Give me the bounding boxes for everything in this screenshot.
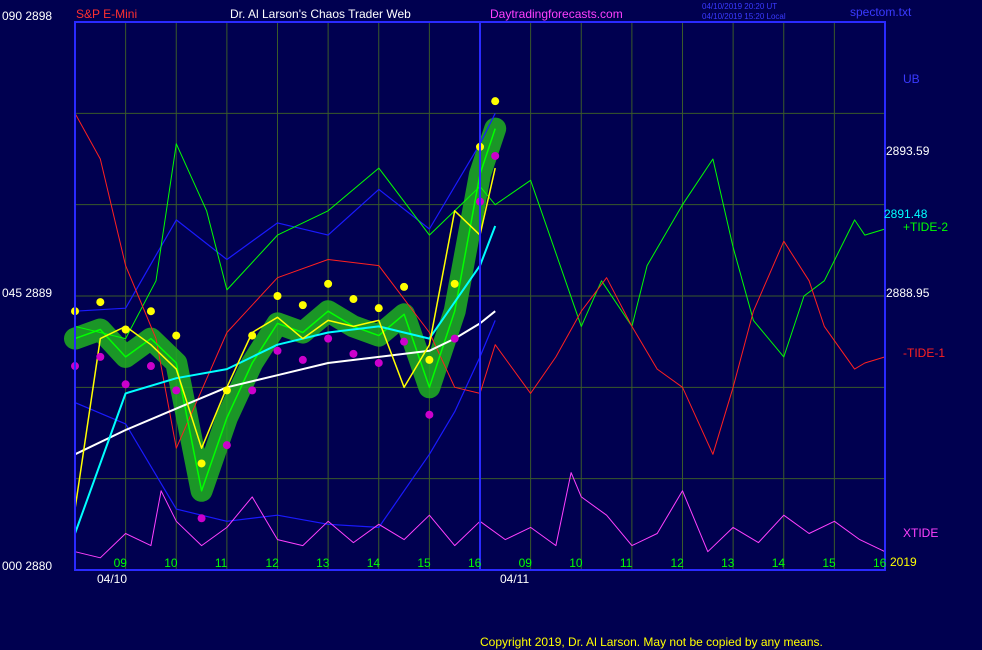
low-marker <box>400 337 409 346</box>
high-marker <box>374 304 383 313</box>
copyright: Copyright 2019, Dr. Al Larson. May not b… <box>480 635 823 649</box>
x-tick-label: 13 <box>316 556 330 570</box>
high-marker <box>324 279 333 288</box>
low-marker <box>172 386 181 395</box>
series-band-upper <box>74 113 496 312</box>
low-marker <box>273 346 282 355</box>
year-label: 2019 <box>890 555 917 569</box>
high-marker <box>425 355 434 364</box>
low-marker <box>374 358 383 367</box>
low-marker <box>349 349 358 358</box>
high-marker <box>400 282 409 291</box>
file-label: spectom.txt <box>850 5 912 19</box>
low-marker <box>121 380 130 389</box>
high-marker <box>491 97 500 106</box>
time-local: 04/10/2019 15:20 Local <box>702 12 786 21</box>
site-link[interactable]: Daytradingforecasts.com <box>490 7 623 21</box>
level-3: 2888.95 <box>886 286 930 300</box>
high-marker <box>121 325 130 334</box>
low-marker <box>450 334 459 343</box>
series-avg-mid <box>74 225 497 534</box>
low-marker <box>298 355 307 364</box>
low-marker <box>425 410 434 419</box>
series-tide-2 <box>74 143 886 358</box>
high-marker <box>197 459 206 468</box>
low-marker <box>248 386 257 395</box>
date-label-2: 04/11 <box>500 572 529 586</box>
x-tick-label: 16 <box>468 556 482 570</box>
x-tick-label: 12 <box>670 556 684 570</box>
high-marker <box>349 295 358 304</box>
low-marker <box>96 352 105 361</box>
high-marker <box>172 331 181 340</box>
x-tick-label: 16 <box>873 556 887 570</box>
x-tick-label: 12 <box>265 556 279 570</box>
high-marker <box>96 298 105 307</box>
x-tick-label: 09 <box>519 556 533 570</box>
x-tick-label: 15 <box>417 556 431 570</box>
low-marker <box>491 151 500 160</box>
y-label-mid: 045 2889 <box>2 286 52 300</box>
level-2: 2891.48 <box>884 207 928 221</box>
series-avg-slow <box>74 310 496 456</box>
x-tick-label: 14 <box>772 556 786 570</box>
high-marker <box>146 307 155 316</box>
time-utc: 04/10/2019 20:20 UT <box>702 2 777 11</box>
chart-title: Dr. Al Larson's Chaos Trader Web <box>230 7 411 21</box>
ub-label: UB <box>903 72 920 86</box>
low-marker <box>324 334 333 343</box>
x-tick-label: 10 <box>569 556 583 570</box>
high-marker <box>450 279 459 288</box>
x-tick-label: 14 <box>367 556 381 570</box>
series-tide-1 <box>74 113 886 455</box>
high-marker <box>248 331 257 340</box>
date-label-1: 04/10 <box>97 572 127 586</box>
series-band-lower <box>74 320 496 528</box>
tide-plus-label: +TIDE-2 <box>903 220 948 234</box>
x-tick-label: 11 <box>215 556 228 570</box>
high-marker <box>273 292 282 300</box>
high-marker <box>222 386 231 395</box>
tide-minus-label: -TIDE-1 <box>903 346 945 360</box>
x-tick-label: 13 <box>721 556 735 570</box>
x-axis-labels: 09 10 11 12 13 14 15 16 09 10 11 12 13 14 15 16 <box>114 556 887 570</box>
high-marker <box>298 301 307 310</box>
xtide-label: XTIDE <box>903 526 938 540</box>
low-marker <box>146 362 155 371</box>
x-tick-label: 10 <box>164 556 178 570</box>
x-tick-label: 15 <box>822 556 836 570</box>
y-label-top: 090 2898 <box>2 9 52 23</box>
series-avg-fast <box>74 167 496 510</box>
x-tick-label: 09 <box>114 556 128 570</box>
low-marker <box>197 514 206 523</box>
y-label-bottom: 000 2880 <box>2 559 52 573</box>
x-tick-label: 11 <box>620 556 633 570</box>
low-marker <box>222 441 231 450</box>
level-1: 2893.59 <box>886 144 930 158</box>
chart-symbol: S&P E-Mini <box>76 7 137 21</box>
